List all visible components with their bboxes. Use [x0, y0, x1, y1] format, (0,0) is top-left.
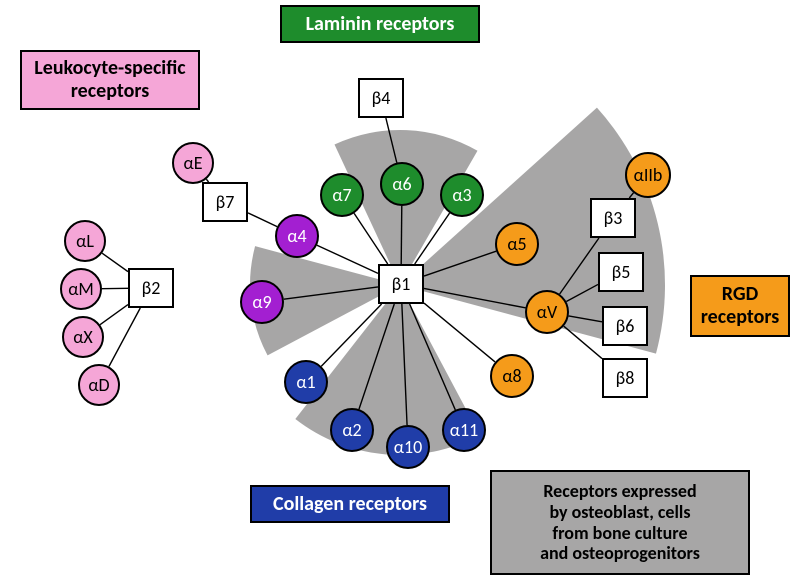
edge-a6-b1 — [401, 206, 402, 264]
edge-a9-b1 — [284, 287, 378, 299]
edge-a7-b1 — [354, 213, 388, 264]
alpha-node-a11: α11 — [442, 408, 486, 452]
edge-aV-b1 — [424, 288, 525, 307]
alpha-node-a2: α2 — [330, 408, 374, 452]
label-leukocyte-receptors: Leukocyte-specific receptors — [20, 50, 200, 110]
alpha-node-a7: α7 — [320, 173, 364, 217]
alpha-node-a4: α4 — [275, 214, 319, 258]
alpha-node-aM: αM — [60, 268, 102, 310]
edge-a4-b1 — [317, 245, 378, 273]
edge-a4-b7 — [248, 213, 277, 227]
alpha-node-aV: αV — [525, 290, 569, 334]
edge-a3-b1 — [415, 213, 450, 264]
edge-aX-b2 — [100, 305, 128, 325]
alpha-node-a9: α9 — [240, 280, 284, 324]
beta-node-b1: β1 — [378, 264, 424, 304]
alpha-node-a8: α8 — [490, 354, 534, 398]
edge-a10-b1 — [402, 304, 407, 425]
alpha-node-aE: αE — [172, 142, 214, 184]
edge-a5-b1 — [424, 251, 496, 276]
edge-a1-b1 — [321, 304, 381, 366]
edge-a8-b1 — [424, 303, 495, 362]
alpha-node-aD: αD — [78, 364, 120, 406]
beta-node-b5: β5 — [598, 252, 644, 292]
edge-aD-b2 — [109, 308, 140, 366]
alpha-node-a5: α5 — [495, 222, 539, 266]
edge-aV-b6 — [569, 316, 602, 322]
edge-aV-b3 — [560, 238, 599, 294]
edge-aV-b5 — [566, 284, 598, 301]
alpha-node-a1: α1 — [284, 360, 328, 404]
alpha-node-a6: α6 — [380, 162, 424, 206]
alpha-node-aIIb: αIIb — [625, 152, 671, 198]
edge-b4-a6 — [386, 118, 397, 163]
edge-a2-b1 — [359, 304, 394, 409]
beta-node-b3: β3 — [590, 198, 636, 238]
alpha-node-a10: α10 — [386, 425, 430, 469]
beta-node-b2: β2 — [128, 268, 174, 308]
label-osteoblast-desc: Receptors expressed by osteoblast, cells… — [490, 470, 750, 575]
edge-aV-b8 — [564, 326, 602, 358]
label-laminin-receptors: Laminin receptors — [280, 5, 480, 43]
diagram-stage: Leukocyte-specific receptors Laminin rec… — [0, 0, 800, 584]
alpha-node-aX: αX — [62, 316, 104, 358]
edge-a11-b1 — [410, 304, 456, 410]
beta-node-b7: β7 — [202, 182, 248, 222]
beta-node-b8: β8 — [602, 358, 648, 398]
beta-node-b4: β4 — [358, 78, 404, 118]
alpha-node-aL: αL — [64, 220, 106, 262]
label-collagen-receptors: Collagen receptors — [250, 485, 450, 523]
beta-node-b6: β6 — [602, 306, 648, 346]
label-rgd-receptors: RGD receptors — [690, 275, 790, 337]
edge-aL-b2 — [102, 253, 128, 271]
alpha-node-a3: α3 — [440, 173, 484, 217]
